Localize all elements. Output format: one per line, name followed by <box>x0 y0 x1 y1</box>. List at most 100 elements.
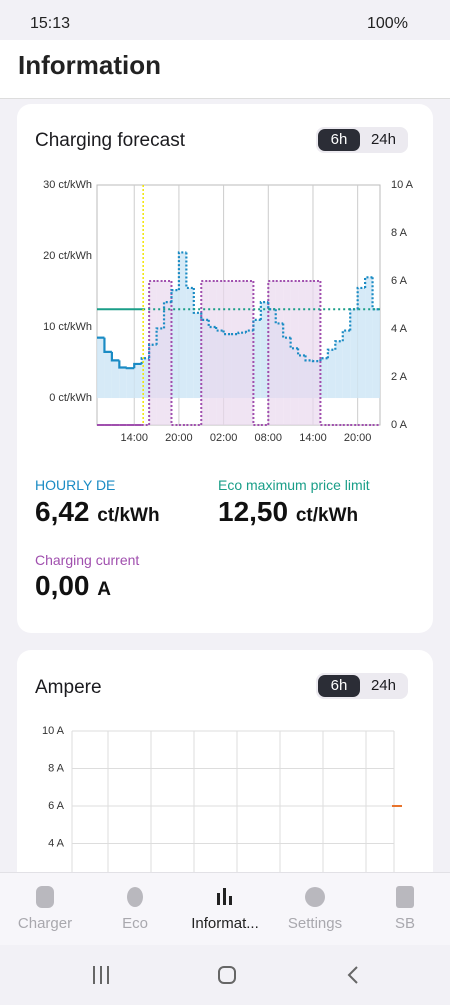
price-line <box>162 301 172 329</box>
price-area <box>327 349 336 399</box>
current-area <box>290 281 299 425</box>
price-line <box>148 343 157 359</box>
price-area <box>350 309 358 399</box>
current-line <box>170 281 179 426</box>
price-line <box>140 357 150 364</box>
price-area <box>260 302 269 399</box>
price-area <box>126 368 135 399</box>
current-area <box>312 281 321 425</box>
price-area <box>141 358 150 399</box>
card-title: Charging forecast <box>35 130 185 151</box>
nav-item[interactable]: Informat... <box>191 915 259 932</box>
price-area <box>104 351 112 399</box>
status-time: 15:13 <box>30 15 71 32</box>
current-area <box>305 281 313 425</box>
stat-number: 12,50 <box>218 496 289 527</box>
card-title: Ampere <box>35 677 102 698</box>
price-line <box>244 329 254 333</box>
current-line <box>319 281 328 426</box>
x-tick-label: 14:00 <box>120 432 148 444</box>
y2-tick-label: 10 A <box>391 179 414 191</box>
icon-info <box>217 893 220 905</box>
current-area <box>245 281 254 425</box>
toggle-24h[interactable]: 24h <box>370 131 396 148</box>
price-line <box>103 337 112 353</box>
current-area <box>275 281 284 425</box>
price-area <box>111 360 120 399</box>
nav-icons <box>36 886 414 908</box>
price-line <box>177 251 187 291</box>
price-line <box>192 287 202 314</box>
price-area <box>253 319 261 399</box>
price-area <box>372 309 380 399</box>
recents-button[interactable] <box>93 966 109 984</box>
price-area <box>186 287 194 399</box>
back-button[interactable] <box>347 966 358 984</box>
price-line <box>319 357 328 362</box>
stat-unit: ct/kWh <box>295 505 359 526</box>
icon-charger <box>36 886 54 908</box>
price-area <box>97 337 105 399</box>
toggle-6h[interactable]: 6h <box>318 129 360 151</box>
x-tick-label: 14:00 <box>299 432 327 444</box>
current-area <box>216 281 224 425</box>
current-line <box>267 280 276 425</box>
price-area <box>178 252 187 399</box>
price-area <box>119 367 127 399</box>
current-area <box>208 281 217 425</box>
price-line <box>118 360 127 369</box>
current-area <box>231 281 239 425</box>
ampere-card: Ampere 6h 24h <box>17 650 433 910</box>
y-tick-label: 20 ct/kWh <box>43 250 92 262</box>
home-button[interactable] <box>218 966 236 984</box>
y2-tick-label: 6 A <box>391 275 408 287</box>
nav-item[interactable]: SB <box>394 915 415 932</box>
y-tick-label: 10 A <box>42 725 65 737</box>
bottom-nav: Charger Eco Informat... Settings SB <box>0 872 450 946</box>
x-tick-label: 08:00 <box>255 432 283 444</box>
price-line <box>215 327 224 332</box>
system-nav <box>0 945 450 1000</box>
status-battery: 100% <box>367 15 408 32</box>
current-line <box>148 280 157 425</box>
stat-label: Eco maximum price limit <box>218 477 370 493</box>
price-line <box>349 308 358 331</box>
price-line <box>110 351 120 362</box>
current-line <box>200 280 209 425</box>
nav-item[interactable]: Charger <box>17 915 73 932</box>
toggle-24h[interactable]: 24h <box>370 677 396 694</box>
current-area <box>283 281 291 425</box>
toggle-6h[interactable]: 6h <box>318 675 360 697</box>
current-area <box>149 281 157 425</box>
price-area <box>365 277 373 399</box>
price-line <box>237 331 246 335</box>
y-tick-label: 6 A <box>48 800 65 812</box>
y-tick-label: 10 ct/kWh <box>43 321 92 333</box>
current-area <box>201 281 209 425</box>
system-buttons <box>93 966 358 984</box>
forecast-chart: 14:00 20:00 02:00 08:00 14:00 20:00 0 ct/kWh 10… <box>43 179 414 444</box>
y-tick-label: 30 ct/kWh <box>43 179 92 191</box>
price-line <box>326 348 336 359</box>
app-bar <box>0 40 450 99</box>
page-title: Information <box>18 50 161 80</box>
price-line <box>170 288 179 303</box>
price-area <box>342 330 351 399</box>
nav-item[interactable]: Settings <box>287 915 343 932</box>
stat-number: 0,00 <box>35 570 90 601</box>
price-line <box>282 323 291 339</box>
icon-info <box>229 896 232 905</box>
stat-label: HOURLY DE <box>35 477 116 493</box>
stat-value: 0,00 A <box>35 570 111 602</box>
y-tick-label: 4 A <box>48 837 65 849</box>
stat-value: 6,42 ct/kWh <box>35 496 160 528</box>
x-tick-label: 20:00 <box>165 432 193 444</box>
x-tick-label: 20:00 <box>344 432 372 444</box>
nav-item[interactable]: Eco <box>122 915 148 932</box>
current-area <box>223 281 232 425</box>
price-line <box>334 340 343 350</box>
icon-info <box>223 888 226 905</box>
price-line <box>133 362 142 369</box>
stat-number: 6,42 <box>35 496 90 527</box>
